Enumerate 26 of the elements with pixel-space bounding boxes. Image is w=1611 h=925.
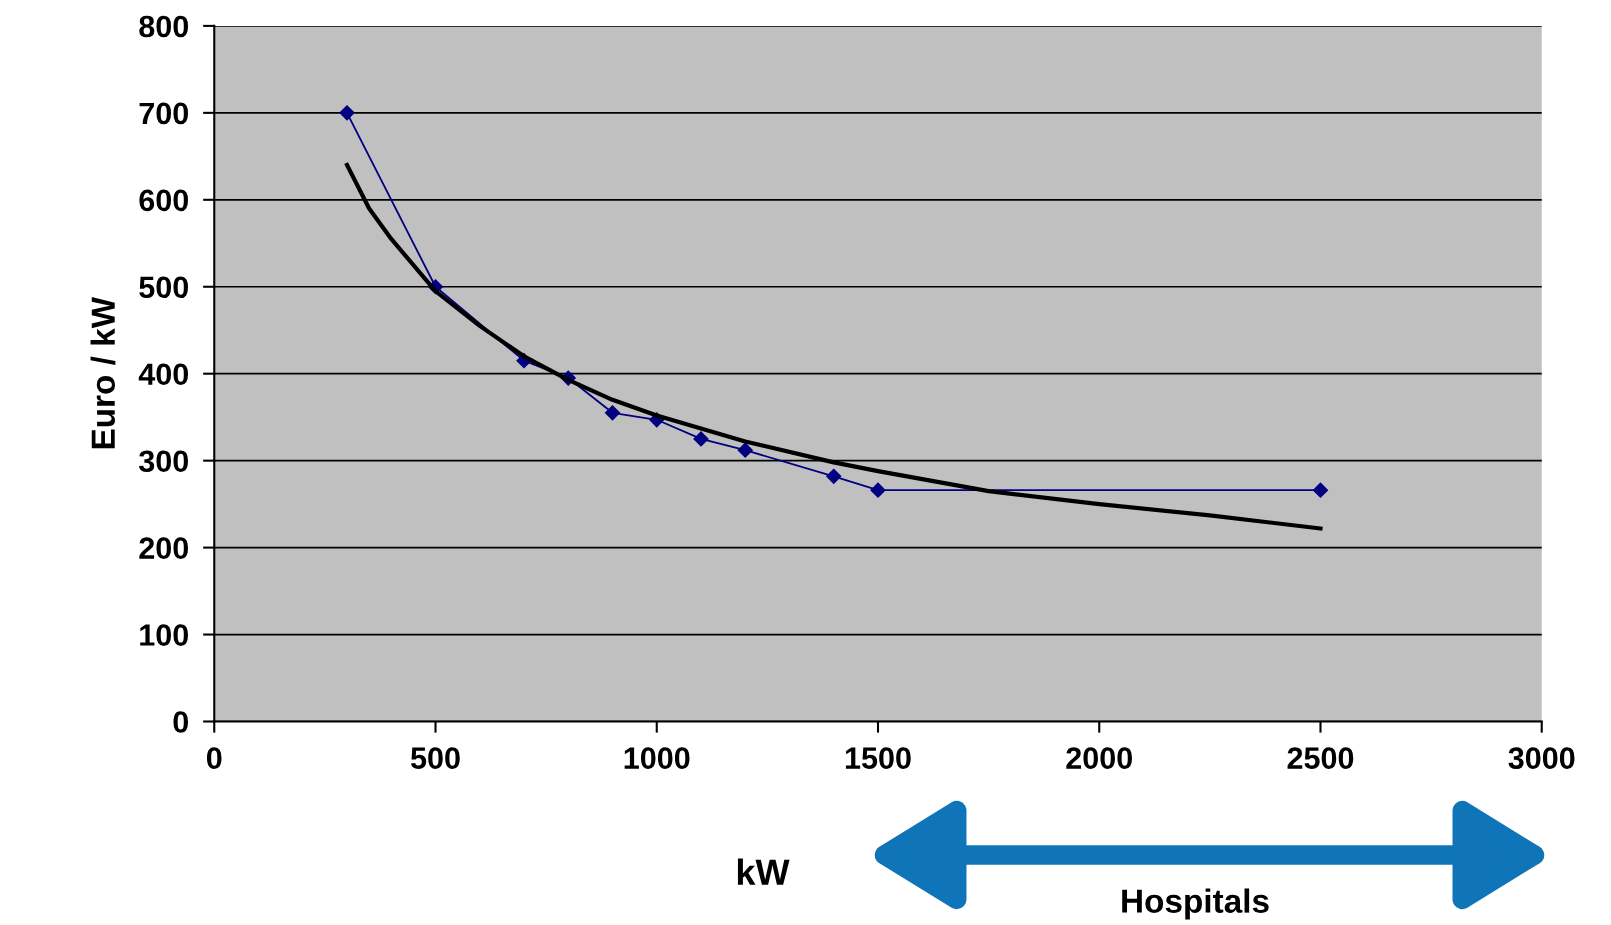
y-tick-label: 700 — [139, 102, 189, 125]
y-tick-label: 500 — [139, 276, 189, 299]
x-axis-title: kW — [737, 858, 790, 885]
x-tick-label: 0 — [206, 747, 222, 769]
y-tick-label: 100 — [140, 624, 189, 646]
x-tick-label: 500 — [410, 747, 460, 769]
y-tick-label: 800 — [139, 15, 189, 38]
x-tick-label: 1500 — [845, 747, 911, 769]
y-tick-label: 0 — [173, 711, 189, 733]
x-tick-label: 2000 — [1066, 747, 1132, 769]
point — [826, 468, 842, 484]
point — [339, 105, 355, 121]
y-tick-label: 600 — [139, 189, 189, 212]
y-tick-label: 300 — [138, 450, 189, 473]
y-tick-label: 400 — [138, 363, 189, 386]
y-tick-label: 200 — [139, 537, 189, 559]
point — [693, 431, 709, 447]
point — [737, 442, 753, 458]
y-axis-title: Euro / kW — [90, 296, 116, 449]
point — [604, 405, 621, 421]
x-tick-label: 3000 — [1508, 747, 1575, 769]
x-tick-label: 1000 — [624, 747, 690, 769]
text: Hospitals — [1122, 888, 1269, 920]
point — [1312, 482, 1329, 498]
point — [870, 482, 886, 498]
x-tick-label: 2500 — [1287, 747, 1354, 769]
